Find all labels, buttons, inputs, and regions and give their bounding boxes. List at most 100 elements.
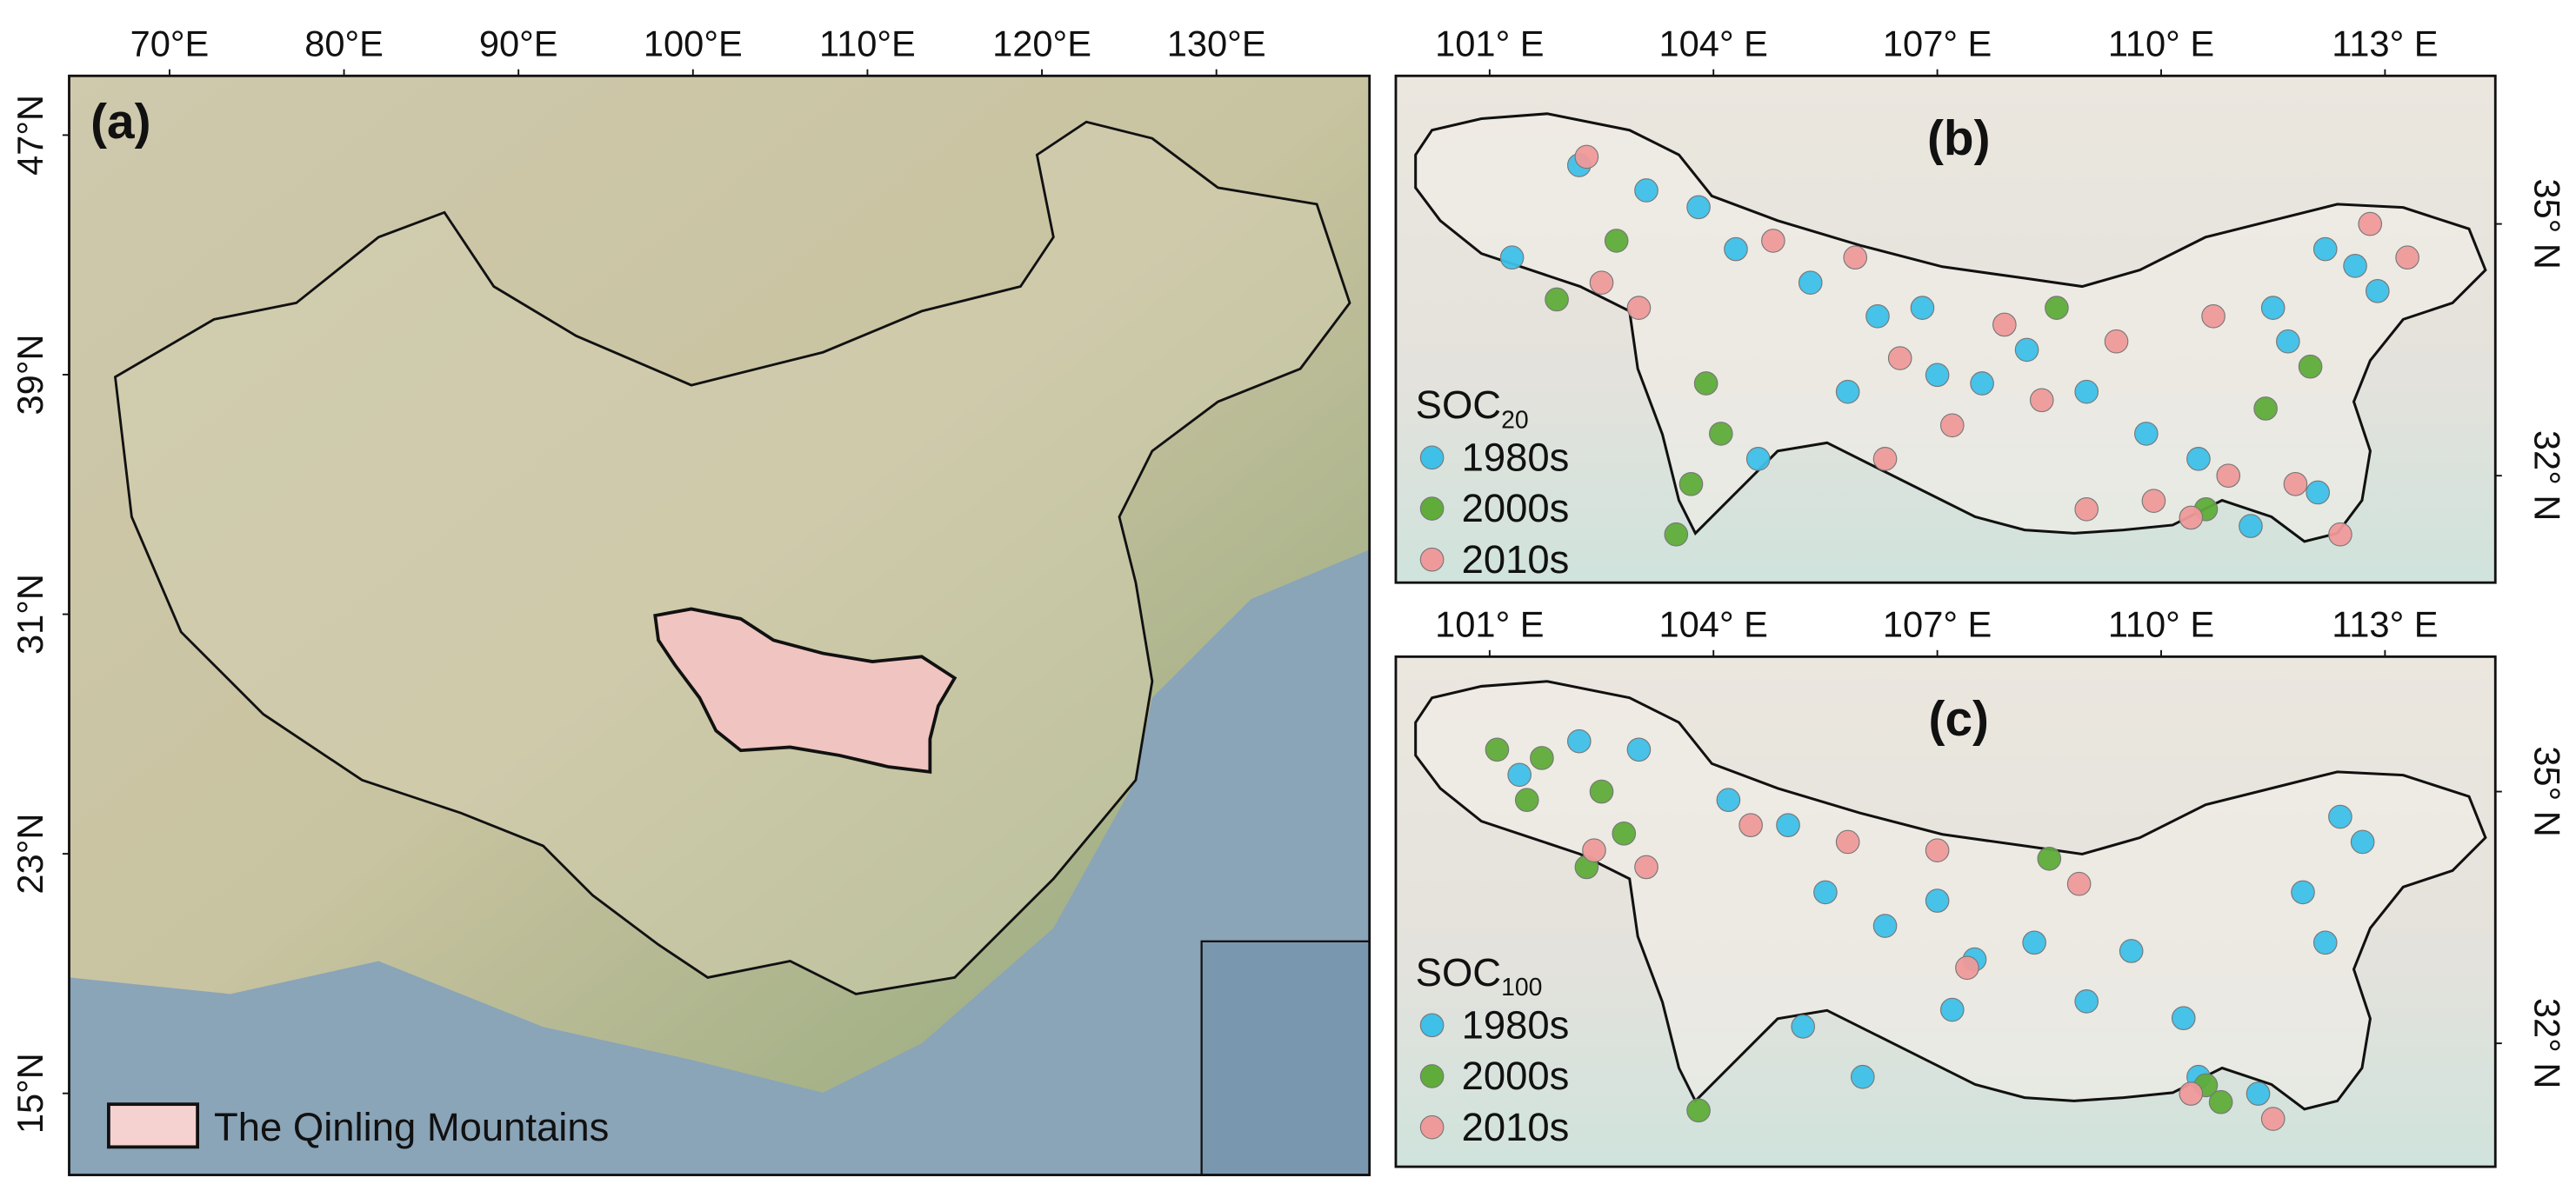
legend-label: 2000s bbox=[1462, 486, 1570, 530]
site-point bbox=[2246, 1081, 2271, 1106]
site-point bbox=[1745, 447, 1771, 471]
panel-c: (c) 101° E 104° E 107° E 110° E 113° E 35° N 3… bbox=[1394, 604, 2568, 1168]
site-point bbox=[1955, 955, 1979, 981]
site-point bbox=[1865, 303, 1890, 329]
site-point bbox=[2328, 522, 2352, 547]
site-point bbox=[1910, 296, 1935, 320]
site-point bbox=[1939, 413, 1965, 438]
legend-title-text: SOC bbox=[1416, 950, 1501, 995]
site-point bbox=[1634, 178, 1658, 203]
site-point bbox=[1612, 822, 1637, 846]
site-point bbox=[2201, 303, 2226, 329]
inset-map bbox=[1200, 940, 1371, 1176]
site-point bbox=[2253, 396, 2278, 421]
site-point bbox=[2066, 871, 2092, 896]
y-tick-label: 35° N bbox=[2527, 178, 2568, 269]
site-point bbox=[2260, 296, 2286, 320]
site-point bbox=[1634, 855, 1658, 880]
site-point bbox=[1724, 236, 1748, 262]
china-outline bbox=[113, 120, 1351, 995]
legend-label: 2010s bbox=[1462, 1105, 1570, 1149]
site-point bbox=[1485, 737, 1510, 762]
site-point bbox=[2291, 880, 2315, 905]
site-point bbox=[1686, 195, 1711, 220]
site-point bbox=[1843, 245, 1868, 270]
site-point bbox=[1939, 997, 1965, 1022]
legend-marker bbox=[1419, 1064, 1445, 1088]
site-point bbox=[2074, 379, 2099, 404]
x-tick-label: 70°E bbox=[130, 23, 210, 64]
site-point bbox=[2186, 447, 2211, 471]
y-tick-label: 15°N bbox=[10, 1053, 50, 1134]
legend-marker bbox=[1419, 445, 1445, 470]
site-point bbox=[2328, 804, 2352, 829]
site-point bbox=[2260, 1107, 2286, 1131]
x-tick-label: 107° E bbox=[1883, 23, 1992, 64]
x-tick-label: 110° E bbox=[2108, 604, 2214, 645]
site-point bbox=[1798, 270, 1823, 295]
panel-b: (b) 101° E 104° E 107° E 110° E 113° E 35° N 3… bbox=[1394, 23, 2568, 584]
x-tick-label: 101° E bbox=[1435, 23, 1544, 64]
y-tick-label: 32° N bbox=[2527, 430, 2568, 522]
panel-label: (c) bbox=[1929, 692, 1989, 747]
site-point bbox=[1507, 762, 1532, 788]
y-tick-label: 23°N bbox=[10, 814, 50, 895]
x-tick-label: 101° E bbox=[1435, 604, 1544, 645]
site-point bbox=[2029, 388, 2054, 413]
site-point bbox=[1574, 144, 1599, 170]
site-point bbox=[2119, 939, 2144, 963]
y-tick-label: 39°N bbox=[10, 334, 50, 415]
x-tick-label: 113° E bbox=[2332, 23, 2438, 64]
site-point bbox=[1791, 1015, 1816, 1039]
site-point bbox=[2395, 245, 2419, 270]
x-tick-label: 110° E bbox=[2108, 23, 2214, 64]
site-point bbox=[2239, 514, 2263, 538]
site-point bbox=[1664, 522, 1689, 547]
qinling-region bbox=[653, 607, 958, 774]
site-point bbox=[1992, 312, 2017, 337]
site-point bbox=[1925, 838, 1950, 862]
site-point bbox=[1499, 245, 1525, 270]
site-point bbox=[1776, 813, 1800, 837]
site-point bbox=[1925, 363, 1950, 388]
x-tick-label: 104° E bbox=[1659, 23, 1768, 64]
site-point bbox=[1887, 346, 1912, 370]
site-point bbox=[2306, 480, 2330, 505]
x-tick-label: 80°E bbox=[304, 23, 384, 64]
site-point bbox=[1566, 729, 1592, 754]
site-point bbox=[1716, 788, 1741, 813]
site-point bbox=[2208, 1089, 2233, 1114]
site-point bbox=[1835, 379, 1860, 404]
legend-marker bbox=[1419, 547, 1445, 572]
site-point bbox=[1589, 779, 1614, 804]
site-point bbox=[1589, 270, 1614, 295]
site-point bbox=[1604, 229, 1629, 253]
x-tick-label: 107° E bbox=[1883, 604, 1992, 645]
site-point bbox=[1582, 838, 1606, 862]
site-point bbox=[2014, 337, 2039, 363]
legend-label: 2000s bbox=[1462, 1054, 1570, 1098]
site-point bbox=[2179, 505, 2204, 530]
legend-title: SOC20 bbox=[1416, 383, 1529, 434]
legend-title-text: SOC bbox=[1416, 383, 1501, 427]
x-tick-label: 130°E bbox=[1167, 23, 1266, 64]
site-point bbox=[2312, 236, 2338, 262]
site-point bbox=[2283, 472, 2308, 496]
site-point bbox=[1813, 880, 1838, 905]
site-point bbox=[2358, 211, 2383, 236]
site-point bbox=[1545, 287, 1569, 312]
site-point bbox=[1514, 788, 1539, 813]
site-point bbox=[2074, 989, 2099, 1014]
legend-label: 1980s bbox=[1462, 435, 1570, 479]
site-point bbox=[1738, 813, 1763, 837]
x-tick-label: 110°E bbox=[819, 23, 916, 64]
legend-label: The Qinling Mountains bbox=[214, 1105, 609, 1149]
legend-label: 2010s bbox=[1462, 537, 1570, 582]
site-point bbox=[1851, 1064, 1875, 1089]
frame bbox=[68, 74, 1371, 1176]
site-point bbox=[2350, 829, 2375, 855]
site-point bbox=[1708, 422, 1733, 446]
y-tick-label: 35° N bbox=[2527, 746, 2568, 837]
site-point bbox=[1925, 888, 1950, 913]
site-point bbox=[2171, 1006, 2196, 1030]
